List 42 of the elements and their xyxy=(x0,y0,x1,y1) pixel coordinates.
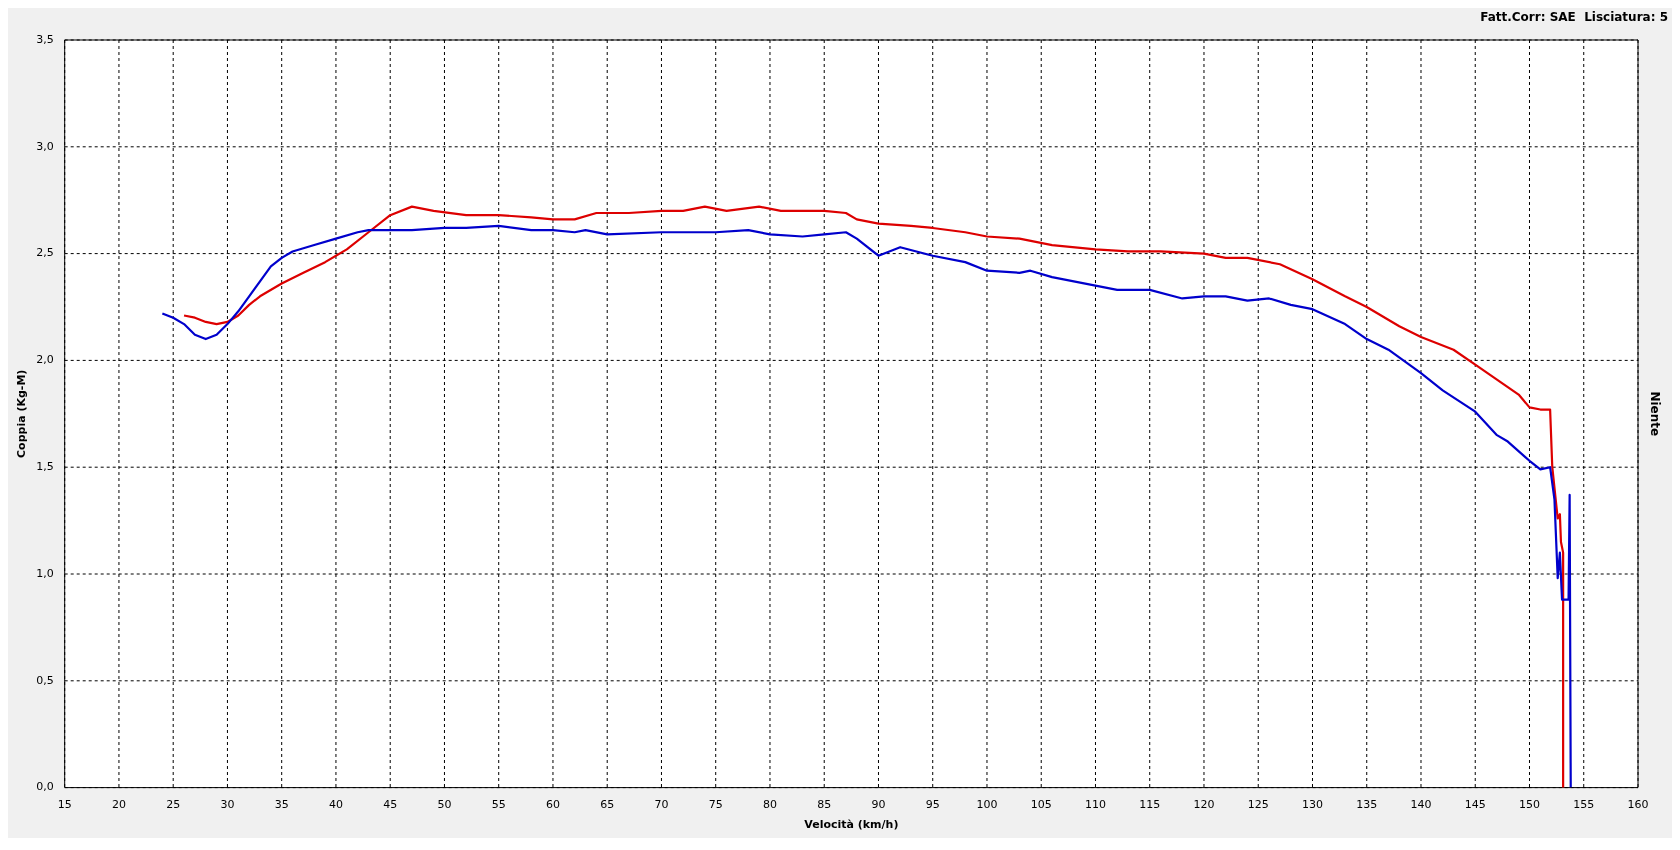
x-tick-label: 25 xyxy=(166,798,181,812)
text: Fatt.Corr: SAE Lisciatura: 5 xyxy=(1480,10,1668,25)
x-tick-label: 60 xyxy=(545,798,560,812)
x-tick-label: 130 xyxy=(1301,798,1323,812)
x-tick-label: 75 xyxy=(708,798,723,812)
x-tick-label: 150 xyxy=(1519,798,1540,812)
x-tick-label: 50 xyxy=(437,798,452,812)
x-tick-label: 140 xyxy=(1410,798,1432,812)
x-tick-label: 20 xyxy=(111,798,126,812)
x-tick-label: 35 xyxy=(274,798,289,812)
x-tick-label: 55 xyxy=(491,798,506,812)
x-tick-label: 30 xyxy=(220,798,235,812)
x-tick-label: 160 xyxy=(1627,798,1649,812)
x-tick-label: 85 xyxy=(817,798,832,812)
x-tick-label: 90 xyxy=(871,798,886,812)
y-tick-label: 0,5 xyxy=(36,673,54,687)
x-tick-label: 135 xyxy=(1356,798,1378,812)
x-tick-label: 120 xyxy=(1193,798,1215,812)
y-tick-label: 3,0 xyxy=(36,139,54,153)
x-tick-label: 45 xyxy=(383,798,398,812)
x-tick-label: 105 xyxy=(1030,798,1052,812)
x-tick-label: 115 xyxy=(1139,798,1161,812)
x-tick-label: 65 xyxy=(600,798,615,812)
x-tick-label: 125 xyxy=(1247,798,1269,812)
x-tick-label: 70 xyxy=(654,798,669,812)
x-tick-label: 15 xyxy=(57,798,72,812)
x-tick-label: 80 xyxy=(762,798,777,812)
y-tick-label: 1,5 xyxy=(36,460,54,474)
x-tick-label: 100 xyxy=(976,798,998,812)
y-tick-label: 2,0 xyxy=(36,353,54,367)
x-axis-title: Velocità (km/h) xyxy=(804,818,899,832)
y-tick-label: 3,5 xyxy=(36,32,54,46)
y-tick-label: 0,0 xyxy=(36,780,54,794)
y-tick-label: 1,0 xyxy=(36,566,54,580)
x-tick-label: 110 xyxy=(1084,798,1106,812)
y-tick-label: 2,5 xyxy=(36,246,54,260)
y-axis-title: Coppia (Kg-M) xyxy=(15,369,29,458)
x-tick-label: 145 xyxy=(1464,798,1486,812)
x-tick-label: 155 xyxy=(1573,798,1595,812)
y2-axis-title: Niente xyxy=(1647,391,1662,437)
x-tick-label: 40 xyxy=(328,798,343,812)
x-tick-label: 95 xyxy=(925,798,940,812)
